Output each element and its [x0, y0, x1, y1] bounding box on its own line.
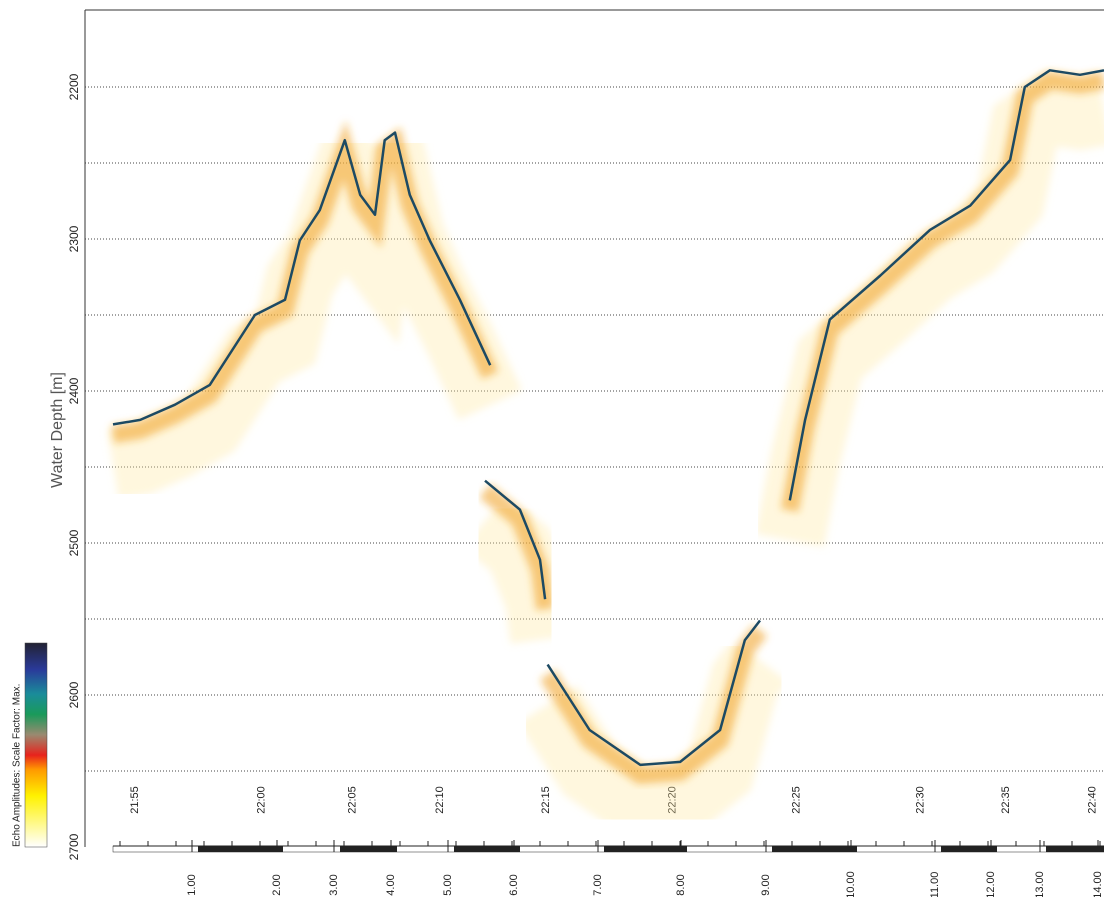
scale-bar-segment: [340, 846, 397, 852]
echo-band: [111, 120, 499, 444]
x-tick-label: 3.00: [328, 874, 340, 895]
echo-band: [479, 483, 555, 611]
scale-bar-segment: [941, 846, 997, 852]
time-label: 22:40: [1087, 786, 1099, 814]
x-tick-label: 2.00: [271, 874, 283, 895]
x-tick-label: 12.00: [985, 871, 997, 897]
x-tick-label: 6.00: [508, 874, 520, 895]
time-label: 22:30: [915, 786, 927, 814]
echo-reverb: [462, 493, 580, 644]
scale-bar-segment: [604, 846, 687, 852]
echo-band: [780, 70, 1104, 513]
scale-bar-segment: [1046, 846, 1104, 852]
x-tick-label: 13.00: [1034, 871, 1046, 897]
scale-bar-segment: [198, 846, 283, 852]
time-label: 21:55: [129, 786, 141, 814]
y-tick-label: 2500: [67, 529, 81, 556]
x-tick-label: 8.00: [675, 874, 687, 895]
x-tick-label: 1.00: [186, 874, 198, 895]
x-tick-label: 11.00: [929, 872, 941, 897]
seafloor-line: [788, 69, 1104, 501]
time-label: 22:25: [791, 786, 803, 814]
scale-bar-segment: [772, 846, 857, 852]
time-label: 22:15: [540, 786, 552, 814]
time-label: 22:00: [256, 786, 268, 814]
seafloor-line: [546, 619, 761, 767]
time-label: 22:05: [347, 786, 359, 814]
y-tick-label: 2400: [67, 377, 81, 404]
x-tick-label: 7.00: [592, 874, 604, 895]
seafloor-line: [484, 479, 547, 600]
y-axis-label: Water Depth [m]: [49, 372, 66, 488]
x-tick-label: 10.00: [845, 871, 857, 897]
x-tick-label: 14.00: [1092, 871, 1104, 897]
x-tick-label: 5.00: [442, 874, 454, 895]
y-tick-label: 2700: [67, 833, 81, 860]
echo-band: [540, 625, 768, 785]
seafloor-line: [112, 131, 492, 426]
time-label: 22:35: [1000, 786, 1012, 814]
scale-bar-outline: [112, 845, 1104, 853]
scale-bar-segment: [454, 846, 520, 852]
time-label: 22:10: [434, 786, 446, 814]
colorbar-label: Echo Amplitudes: Scale Factor: Max.: [12, 684, 23, 847]
colorbar: [24, 642, 48, 848]
x-tick-label: 9.00: [760, 874, 772, 895]
x-tick-label: 4.00: [385, 874, 397, 895]
y-tick-label: 2300: [67, 225, 81, 252]
y-tick-label: 2200: [67, 73, 81, 100]
y-tick-label: 2600: [67, 681, 81, 708]
